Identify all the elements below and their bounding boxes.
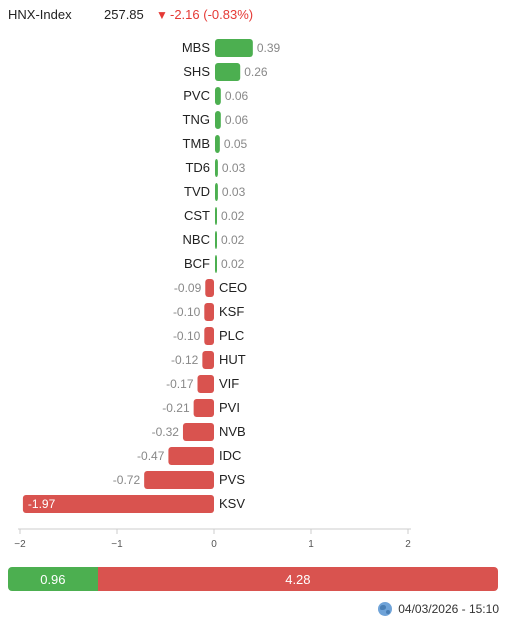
value-label: 0.02 [221, 209, 245, 223]
x-tick-label: −2 [14, 539, 26, 550]
impact-bar-chart: MBS 0.39 SHS 0.26 PVC 0.06 TNG 0.06 TMB 0.05 TD6 0.… [14, 39, 411, 550]
category-label: KSF [219, 304, 244, 319]
category-label: CST [184, 208, 210, 223]
bar-pvs [144, 471, 214, 489]
category-label: CEO [219, 280, 247, 295]
bar-mbs [215, 39, 253, 57]
bar-idc [168, 447, 214, 465]
bar-ksv [22, 495, 214, 513]
value-label: -0.17 [166, 377, 194, 391]
bar-cst [215, 207, 217, 225]
globe-icon [378, 602, 393, 616]
bar-tmb [215, 135, 220, 153]
advance-decline-bar: 0.96 4.28 [8, 567, 498, 591]
category-label: VIF [219, 376, 239, 391]
category-label: NBC [183, 232, 210, 247]
down-arrow-icon: ▼ [156, 8, 168, 22]
index-value: 257.85 [104, 7, 144, 22]
timestamp: 04/03/2026 - 15:10 [398, 602, 499, 616]
bar-tvd [215, 183, 218, 201]
footer: 04/03/2026 - 15:10 [378, 602, 499, 616]
bar-nvb [182, 423, 214, 441]
value-label: -0.10 [173, 305, 201, 319]
x-tick-label: 0 [211, 539, 217, 550]
category-label: SHS [183, 64, 210, 79]
value-label: 0.39 [257, 41, 281, 55]
x-tick-label: −1 [111, 539, 123, 550]
bar-ceo [205, 279, 214, 297]
bar-plc [204, 327, 214, 345]
decline-segment: 4.28 [97, 567, 498, 591]
value-label: 0.02 [221, 257, 245, 271]
value-label: -0.47 [137, 449, 165, 463]
category-label: PVS [219, 472, 245, 487]
category-label: BCF [184, 256, 210, 271]
x-tick-label: 1 [308, 539, 314, 550]
category-label: IDC [219, 448, 241, 463]
bar-pvc [215, 87, 221, 105]
value-label: -0.09 [174, 281, 202, 295]
category-label: PLC [219, 328, 244, 343]
category-label: TVD [184, 184, 210, 199]
value-label: -0.10 [173, 329, 201, 343]
bar-tng [215, 111, 221, 129]
value-label: -1.97 [28, 497, 56, 511]
category-label: TD6 [185, 160, 210, 175]
value-label: 0.05 [224, 137, 248, 151]
value-label: 0.03 [222, 185, 246, 199]
bar-ksf [204, 303, 214, 321]
category-label: TNG [183, 112, 210, 127]
index-change: -2.16 (-0.83%) [170, 7, 254, 22]
category-label: PVC [183, 88, 210, 103]
bar-vif [197, 375, 214, 393]
advance-segment: 0.96 [8, 567, 98, 591]
bar-shs [215, 63, 241, 81]
decline-value: 4.28 [285, 571, 311, 587]
value-label: 0.06 [225, 113, 249, 127]
bar-nbc [215, 231, 217, 249]
value-label: 0.02 [221, 233, 245, 247]
category-label: PVI [219, 400, 240, 415]
index-header: HNX-Index 257.85 ▼ -2.16 (-0.83%) [8, 6, 253, 24]
bar-hut [202, 351, 214, 369]
advance-value: 0.96 [40, 571, 66, 587]
category-label: TMB [183, 136, 210, 151]
bar-td6 [215, 159, 218, 177]
category-label: MBS [182, 40, 211, 55]
value-label: 0.03 [222, 161, 246, 175]
category-label: HUT [219, 352, 246, 367]
bar-pvi [193, 399, 214, 417]
value-label: -0.32 [152, 425, 180, 439]
value-label: 0.06 [225, 89, 249, 103]
x-tick-label: 2 [405, 539, 411, 550]
index-name: HNX-Index [8, 7, 72, 22]
value-label: -0.21 [162, 401, 190, 415]
category-label: KSV [219, 496, 245, 511]
category-label: NVB [219, 424, 246, 439]
value-label: -0.72 [113, 473, 141, 487]
value-label: 0.26 [244, 65, 268, 79]
value-label: -0.12 [171, 353, 199, 367]
bar-bcf [215, 255, 217, 273]
